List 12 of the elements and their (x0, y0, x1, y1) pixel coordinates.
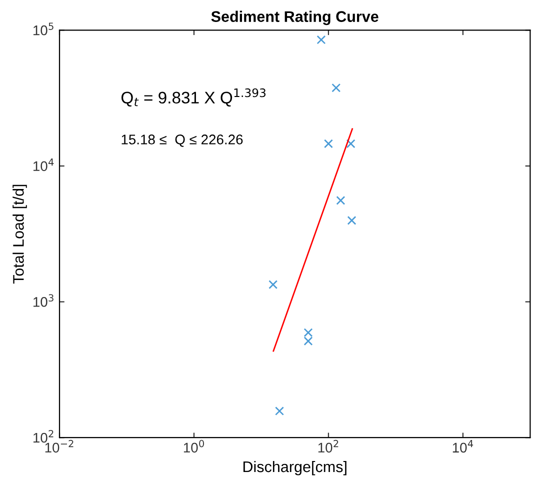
x-axis-title: Discharge[cms] (243, 460, 346, 476)
annotation: Q$_{t}$ = 9.831 X Q$^{1.393}$ (121, 88, 266, 107)
chart-title: Sediment Rating Curve (211, 10, 378, 26)
y-tick-label: 10$^{3}$ (33, 294, 54, 307)
x-tick-label: 10$^{0}$ (184, 440, 204, 453)
x-tick-label: 10$^{4}$ (452, 440, 474, 453)
y-tick-label: 10$^{4}$ (33, 158, 54, 172)
annotation: 15.18 ≤ Q ≤ 226.26 (122, 134, 243, 147)
y-axis-title: Total Load [t/d] (12, 184, 27, 284)
x-tick-label: 10$^{2}$ (318, 440, 338, 453)
y-tick-label: 10$^{5}$ (33, 22, 54, 36)
y-tick-label: 10$^{2}$ (33, 430, 54, 443)
